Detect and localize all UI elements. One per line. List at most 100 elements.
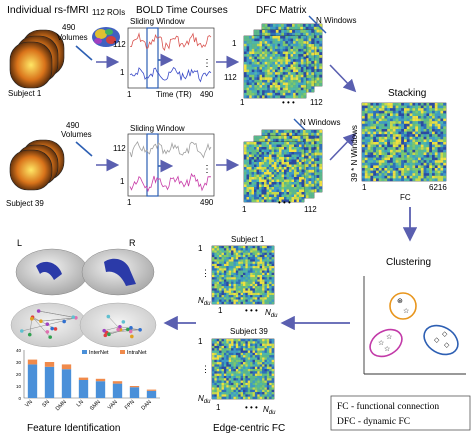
bar-chart-axes (23, 350, 160, 399)
edge-n-top: Ndu (198, 296, 211, 307)
bar-y-tick: 0 (18, 396, 21, 401)
svg-text:☆: ☆ (386, 333, 392, 341)
connectome-edge (106, 329, 141, 333)
bold-x-end-top: 490 (200, 90, 214, 99)
edge-bottom-tick-top: 1 (218, 306, 223, 315)
bar-legend-swatch (120, 350, 125, 354)
bar-intranet-ln (78, 377, 89, 380)
definition-dfc: DFC - dynamic FC (337, 417, 410, 427)
dfc-left-tick-top: 112 (224, 73, 237, 82)
dfc-tick-end-bottom: 112 (304, 205, 317, 214)
dfc-window-axis-top (308, 15, 327, 34)
feature-bar-chart: 0 10 20 30 40 VN SN DMN LN SMN VAN FPN DAN InterNet In… (16, 348, 160, 412)
edge-subject-bottom: Subject 39 (230, 327, 268, 336)
fmri-title: Individual rs-fMRI (7, 4, 89, 16)
bold-dots-bottom: ⋮ (202, 164, 212, 175)
stacking-x-label: FC (400, 193, 411, 202)
bold-series-gray (129, 141, 212, 159)
fmri-subject-bottom: Subject 39 (6, 199, 44, 208)
edge-subject-top: Subject 1 (231, 235, 265, 244)
fmri-volumes-count-top: 490 (62, 23, 76, 32)
edge-dots-bottom-bottom: • • • (245, 403, 258, 412)
bar-y-tick: 10 (16, 384, 22, 389)
bar-category-label: LN (76, 399, 85, 408)
bold-series-pink (129, 172, 212, 193)
bold-x-end-bottom: 490 (200, 198, 214, 207)
roi-count-label: 112 ROIs (92, 8, 125, 17)
dfc-tick-start-bottom: 1 (242, 205, 247, 214)
bar-intranet-sn (44, 362, 55, 367)
connectome-node (30, 316, 34, 321)
bold-y-top-bottom: 112 (113, 144, 126, 153)
definition-fc: FC - functional connection (337, 401, 439, 412)
connectome-node (36, 309, 41, 313)
cluster-blue (423, 324, 459, 356)
bar-internet-ln (78, 380, 89, 398)
bar-intranet-dan (146, 389, 157, 391)
connectome-node (45, 330, 50, 334)
bar-category-label: FPN (124, 399, 136, 411)
bold-y-top-top: 112 (113, 40, 126, 49)
connectome-node (53, 327, 58, 331)
edge-dots-left-top: ⋮ (201, 268, 210, 278)
bar-internet-dan (146, 390, 157, 398)
connectome-node (116, 327, 120, 332)
bold-x-start-top: 1 (127, 90, 132, 99)
volume-axis-top (75, 45, 93, 61)
svg-text:◇: ◇ (434, 337, 440, 344)
connectome-node (129, 326, 133, 330)
stacking-x-end: 6216 (429, 183, 447, 192)
bar-category-label: VAN (107, 399, 119, 411)
bold-x-label: Time (TR) (156, 90, 192, 99)
svg-text:☆: ☆ (378, 339, 384, 347)
bold-dots-top: ⋮ (202, 58, 212, 69)
arrow-dfc-stack-bottom (329, 132, 357, 161)
dfc-n-windows-bottom: N Windows (300, 118, 340, 127)
edge-n-bottom-bottom: Ndu (263, 405, 276, 416)
connectome-node (19, 329, 24, 333)
cluster-magenta (369, 328, 403, 358)
edge-dots-bottom-top: • • • (245, 306, 258, 315)
edge-tick-top: 1 (198, 244, 203, 253)
connectome-node (130, 334, 134, 339)
fmri-subject-top: Subject 1 (8, 89, 42, 98)
connectome-node (106, 314, 111, 319)
bold-y-bot-top: 1 (120, 68, 125, 77)
bold-series-blue (129, 67, 212, 83)
fmri-volume-stack-bottom (9, 139, 65, 191)
fmri-slice (9, 149, 53, 191)
feature-title: Feature Identification (27, 423, 120, 434)
svg-text:⊛: ⊛ (397, 298, 403, 305)
cortical-surfaces (15, 248, 155, 296)
bar-y-tick: 30 (16, 360, 22, 365)
svg-text:◇: ◇ (442, 331, 448, 338)
connectome-node (118, 324, 122, 329)
dfc-matrix-layer (243, 35, 307, 99)
bar-legend-label: InterNet (89, 350, 109, 356)
edge-title: Edge-centric FC (213, 423, 285, 434)
bar-intranet-vn (27, 359, 38, 365)
connectome-edge (104, 326, 120, 331)
edge-n-bottom: Ndu (198, 394, 211, 405)
stacking-y-axis: 39 * N Windows (350, 125, 359, 182)
connectome-node (103, 333, 108, 338)
bar-category-label: DAN (140, 399, 152, 411)
sliding-window-top (146, 27, 159, 89)
stacking-title: Stacking (388, 88, 426, 99)
stacked-matrix-grid (361, 102, 447, 182)
fmri-volume-stack-top (9, 29, 65, 89)
roi-brain (92, 27, 120, 47)
bold-x-start-bottom: 1 (127, 198, 132, 207)
bar-internet-dmn (61, 369, 72, 398)
bar-intranet-van (112, 381, 123, 384)
bold-y-bot-bottom: 1 (120, 177, 125, 186)
bar-category-label: SN (41, 399, 51, 409)
connectome-node (48, 335, 52, 339)
fmri-slice (9, 41, 53, 89)
connectome-node (39, 319, 43, 323)
connectome-edge (38, 310, 76, 319)
bold-title: BOLD Time Courses (136, 5, 228, 16)
bar-y-tick: 40 (16, 348, 22, 353)
dfc-tick-end-top: 112 (310, 98, 323, 107)
